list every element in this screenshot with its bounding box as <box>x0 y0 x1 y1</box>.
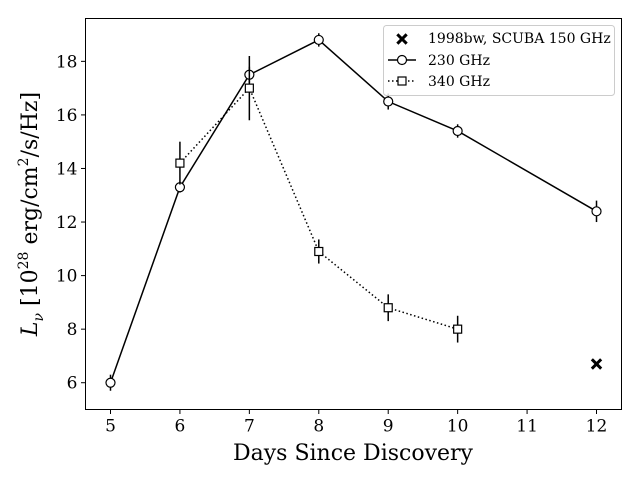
plot-area <box>105 33 603 391</box>
series-1998bw <box>590 358 603 370</box>
y-tick-label: 16 <box>56 106 78 126</box>
data-point <box>590 358 603 370</box>
x-tick-label: 9 <box>383 417 394 437</box>
legend-entry-1998bw: 1998bw, SCUBA 150 GHz <box>396 31 611 47</box>
legend-marker-circle-icon <box>396 54 408 66</box>
series-340 <box>175 55 463 343</box>
data-point <box>383 96 394 107</box>
y-tick-label: 12 <box>56 213 78 233</box>
data-point <box>453 324 463 334</box>
y-tick-label: 10 <box>56 267 78 287</box>
y-axis-label: Lν [1028 erg/cm2/s/Hz] <box>16 92 47 337</box>
x-tick-label: 12 <box>586 417 608 437</box>
legend-box <box>383 25 615 96</box>
x-tick-label: 8 <box>313 417 324 437</box>
y-tick-label: 18 <box>56 52 78 72</box>
legend-marker-x-icon <box>396 33 408 45</box>
data-point <box>591 206 602 217</box>
x-tick-label: 7 <box>244 417 255 437</box>
x-tick-label: 5 <box>105 417 116 437</box>
y-tick-label: 8 <box>67 320 78 340</box>
y-tick-label: 14 <box>56 159 78 179</box>
y-tick-label: 6 <box>67 374 78 394</box>
data-point <box>175 158 185 168</box>
legend-marker-square-icon <box>397 76 407 86</box>
data-point <box>105 377 116 388</box>
x-tick-label: 11 <box>516 417 538 437</box>
data-point <box>452 125 463 137</box>
legend-label-340ghz: 340 GHz <box>428 74 490 90</box>
legend-label-230ghz: 230 GHz <box>428 53 490 69</box>
x-axis-label: Days Since Discovery <box>233 441 474 466</box>
data-point <box>313 34 324 46</box>
data-point <box>244 83 254 93</box>
legend: 1998bw, SCUBA 150 GHz 230 GHz 340 GHz <box>383 25 615 96</box>
legend-label-1998bw: 1998bw, SCUBA 150 GHz <box>428 31 611 47</box>
data-point <box>383 303 393 313</box>
legend-marker-shape <box>396 54 408 66</box>
x-tick-label: 6 <box>175 417 186 437</box>
data-point <box>314 246 324 257</box>
y-axis: 6 8 10 12 14 16 18 <box>56 52 86 394</box>
legend-entry-230ghz: 230 GHz <box>388 53 490 69</box>
series-line <box>179 86 458 330</box>
legend-marker-shape <box>396 33 408 45</box>
x-tick-label: 10 <box>447 417 469 437</box>
x-axis: 5 6 7 8 9 10 11 12 <box>105 409 608 437</box>
legend-entry-340ghz: 340 GHz <box>388 74 490 90</box>
legend-marker-shape <box>397 76 407 86</box>
plot-frame <box>85 18 622 410</box>
